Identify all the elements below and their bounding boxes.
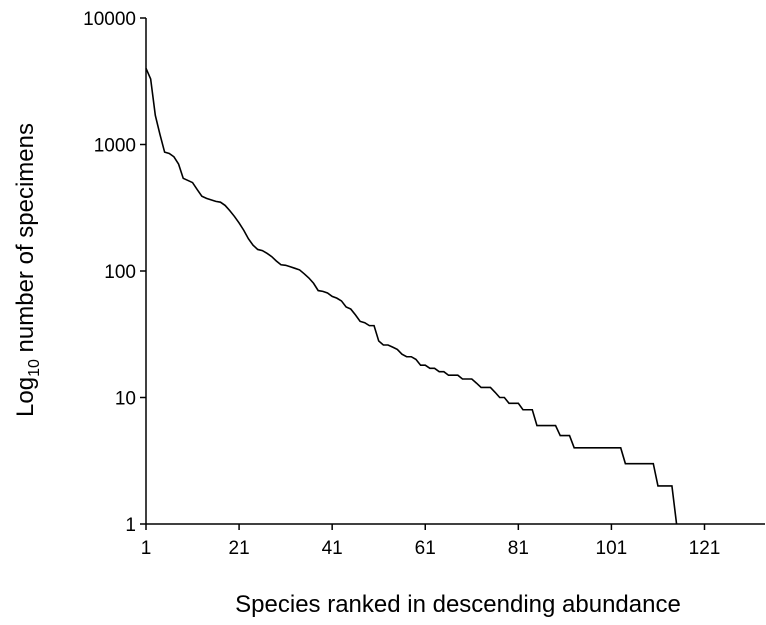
y-axis-label: Log10 number of specimens <box>12 123 43 417</box>
x-tick-label: 41 <box>322 538 343 559</box>
y-label-text: Log <box>12 377 39 417</box>
y-label-rest: number of specimens <box>12 123 39 359</box>
data-line <box>145 68 678 525</box>
x-tick-label: 101 <box>596 538 628 559</box>
y-tick-label: 100 <box>104 262 136 283</box>
x-tick-label: 81 <box>508 538 529 559</box>
y-tick-label: 1000 <box>94 136 136 157</box>
y-tick-label: 10 <box>115 389 136 410</box>
x-tick-label: 21 <box>229 538 250 559</box>
y-label-sub: 10 <box>26 359 43 377</box>
y-tick-label: 1 <box>125 515 136 536</box>
x-axis-label: Species ranked in descending abundance <box>235 591 681 618</box>
y-tick-label: 10000 <box>83 9 136 30</box>
x-tick-label: 61 <box>415 538 436 559</box>
x-tick-label: 121 <box>689 538 721 559</box>
x-tick-label: 1 <box>141 538 152 559</box>
